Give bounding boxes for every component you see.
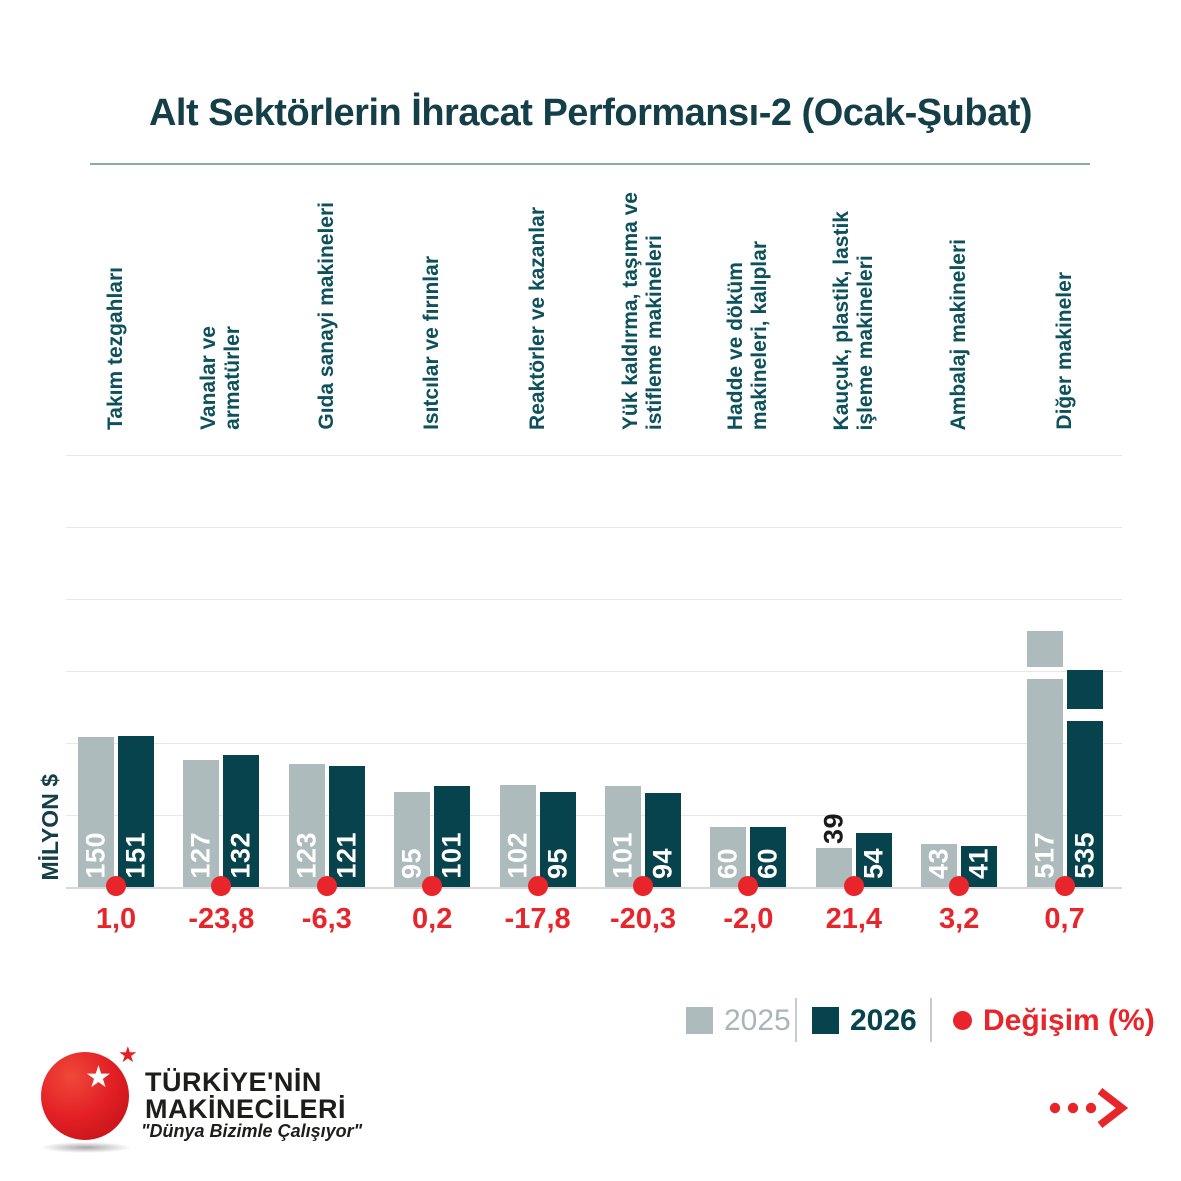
value-label-2025: 517 — [1029, 832, 1060, 879]
value-label-2025: 60 — [712, 847, 743, 879]
logo-shadow — [40, 1142, 132, 1153]
bar-2025 — [288, 764, 325, 887]
bar-2026 — [328, 766, 365, 887]
legend-change-label: Değişim (%) — [983, 1004, 1155, 1037]
change-percent-label: -2,0 — [723, 903, 774, 935]
category-label: Vanalar ve armatürler — [197, 326, 245, 430]
value-label-2025: 127 — [185, 832, 216, 879]
category-label: Kauçuk, plastik, lastik işleme makineler… — [829, 210, 877, 430]
category-label: Takım tezgahları — [103, 267, 127, 430]
star-icon: ★ — [85, 1061, 112, 1094]
category-label: Gıda sanayi makineleri — [314, 202, 338, 430]
legend-2026-swatch-icon — [812, 1007, 839, 1034]
bar-2026 — [223, 755, 260, 887]
gridline — [66, 815, 1122, 816]
legend-2025-swatch-icon — [686, 1007, 713, 1034]
star-icon: ★ — [118, 1042, 138, 1067]
logo-title-line2: MAKİNECİLERİ — [145, 1094, 346, 1124]
change-percent-label: 21,4 — [825, 903, 883, 935]
category-label: Reaktörler ve kazanlar — [525, 207, 549, 430]
category-label: Yük kaldırma, taşıma ve istifleme makine… — [618, 191, 666, 430]
bar-2026 — [118, 736, 154, 887]
bar-2025 — [605, 786, 641, 887]
bar-2026 — [434, 786, 471, 887]
change-dot-icon — [527, 876, 548, 896]
value-label-2026: 101 — [436, 832, 467, 879]
category-label: Ambalaj makineleri — [947, 238, 971, 430]
value-label-2026: 121 — [331, 832, 362, 879]
legend-2025-label: 2025 — [724, 1004, 791, 1037]
value-label-2025: 150 — [80, 832, 111, 879]
bar-2025 — [710, 827, 747, 887]
gridline — [66, 527, 1122, 528]
value-label-2025: 43 — [923, 847, 954, 879]
bar-2026 — [855, 833, 892, 887]
change-percent-label: 1,0 — [95, 903, 137, 935]
value-label-2026: 60 — [752, 847, 783, 879]
change-dot-icon — [633, 876, 653, 896]
change-percent-label: -17,8 — [504, 903, 571, 935]
value-label-2026: 132 — [225, 832, 256, 879]
category-label: Isıtcılar ve fırınlar — [420, 256, 444, 430]
legend-2026-label: 2026 — [850, 1004, 917, 1037]
legend-divider — [795, 998, 797, 1042]
bar-2026-segment — [1066, 721, 1103, 887]
value-label-2025: 39 — [818, 812, 849, 844]
title-rule — [90, 163, 1090, 165]
logo-tagline: "Dünya Bizimle Çalışıyor" — [141, 1121, 363, 1141]
category-label: Hadde ve döküm makineleri, kalıplar — [724, 240, 772, 430]
value-label-2026: 54 — [858, 847, 889, 879]
change-dot-icon — [316, 876, 337, 896]
value-label-2026: 95 — [542, 847, 573, 879]
value-label-2026: 41 — [963, 847, 994, 879]
change-dot-icon — [422, 876, 443, 896]
chart-title: Alt Sektörlerin İhracat Performansı-2 (O… — [148, 92, 1033, 134]
legend-change-dot-icon — [953, 1011, 972, 1030]
bar-2025 — [499, 785, 536, 887]
value-label-2025: 101 — [607, 832, 638, 879]
change-percent-label: -23,8 — [188, 903, 255, 935]
bar-2025 — [78, 737, 114, 887]
y-axis-label: MİLYON $ — [36, 774, 63, 881]
value-label-2025: 102 — [502, 832, 533, 879]
change-percent-label: 3,2 — [939, 903, 980, 935]
change-dot-icon — [1054, 876, 1075, 896]
logo-title-line1: TÜRKİYE'NİN — [145, 1067, 322, 1097]
gridline — [66, 455, 1122, 456]
legend-divider — [930, 998, 932, 1042]
bar-2026 — [539, 792, 576, 887]
change-percent-label: 0,7 — [1044, 903, 1085, 935]
next-slide-arrow-icon[interactable] — [1043, 1085, 1128, 1130]
change-dot-icon — [106, 876, 126, 896]
value-label-2025: 123 — [291, 832, 322, 879]
bar-2026 — [750, 827, 787, 887]
bar-2025-segment — [1026, 679, 1063, 887]
gridline — [66, 743, 1122, 744]
gridline — [66, 671, 1122, 672]
value-label-2026: 151 — [120, 832, 151, 879]
category-label: Diğer makineler — [1052, 272, 1076, 430]
change-percent-label: -6,3 — [301, 903, 352, 935]
change-dot-icon — [843, 876, 864, 896]
x-axis-baseline — [66, 887, 1122, 889]
gridline — [66, 599, 1122, 600]
change-dot-icon — [949, 876, 970, 896]
change-percent-label: -20,3 — [609, 903, 677, 935]
bar-2025 — [183, 760, 220, 887]
change-percent-label: 0,2 — [412, 903, 453, 935]
value-label-2026: 535 — [1069, 832, 1100, 879]
logo-red-sphere-icon — [41, 1052, 129, 1140]
value-label-2026: 94 — [647, 847, 678, 879]
bar-2025-segment — [1026, 631, 1063, 667]
bar-2025 — [394, 792, 431, 887]
value-label-2025: 95 — [396, 847, 427, 879]
bar-2026 — [645, 793, 681, 887]
change-dot-icon — [738, 876, 759, 896]
change-dot-icon — [211, 876, 232, 896]
bar-2026-segment — [1066, 670, 1103, 709]
